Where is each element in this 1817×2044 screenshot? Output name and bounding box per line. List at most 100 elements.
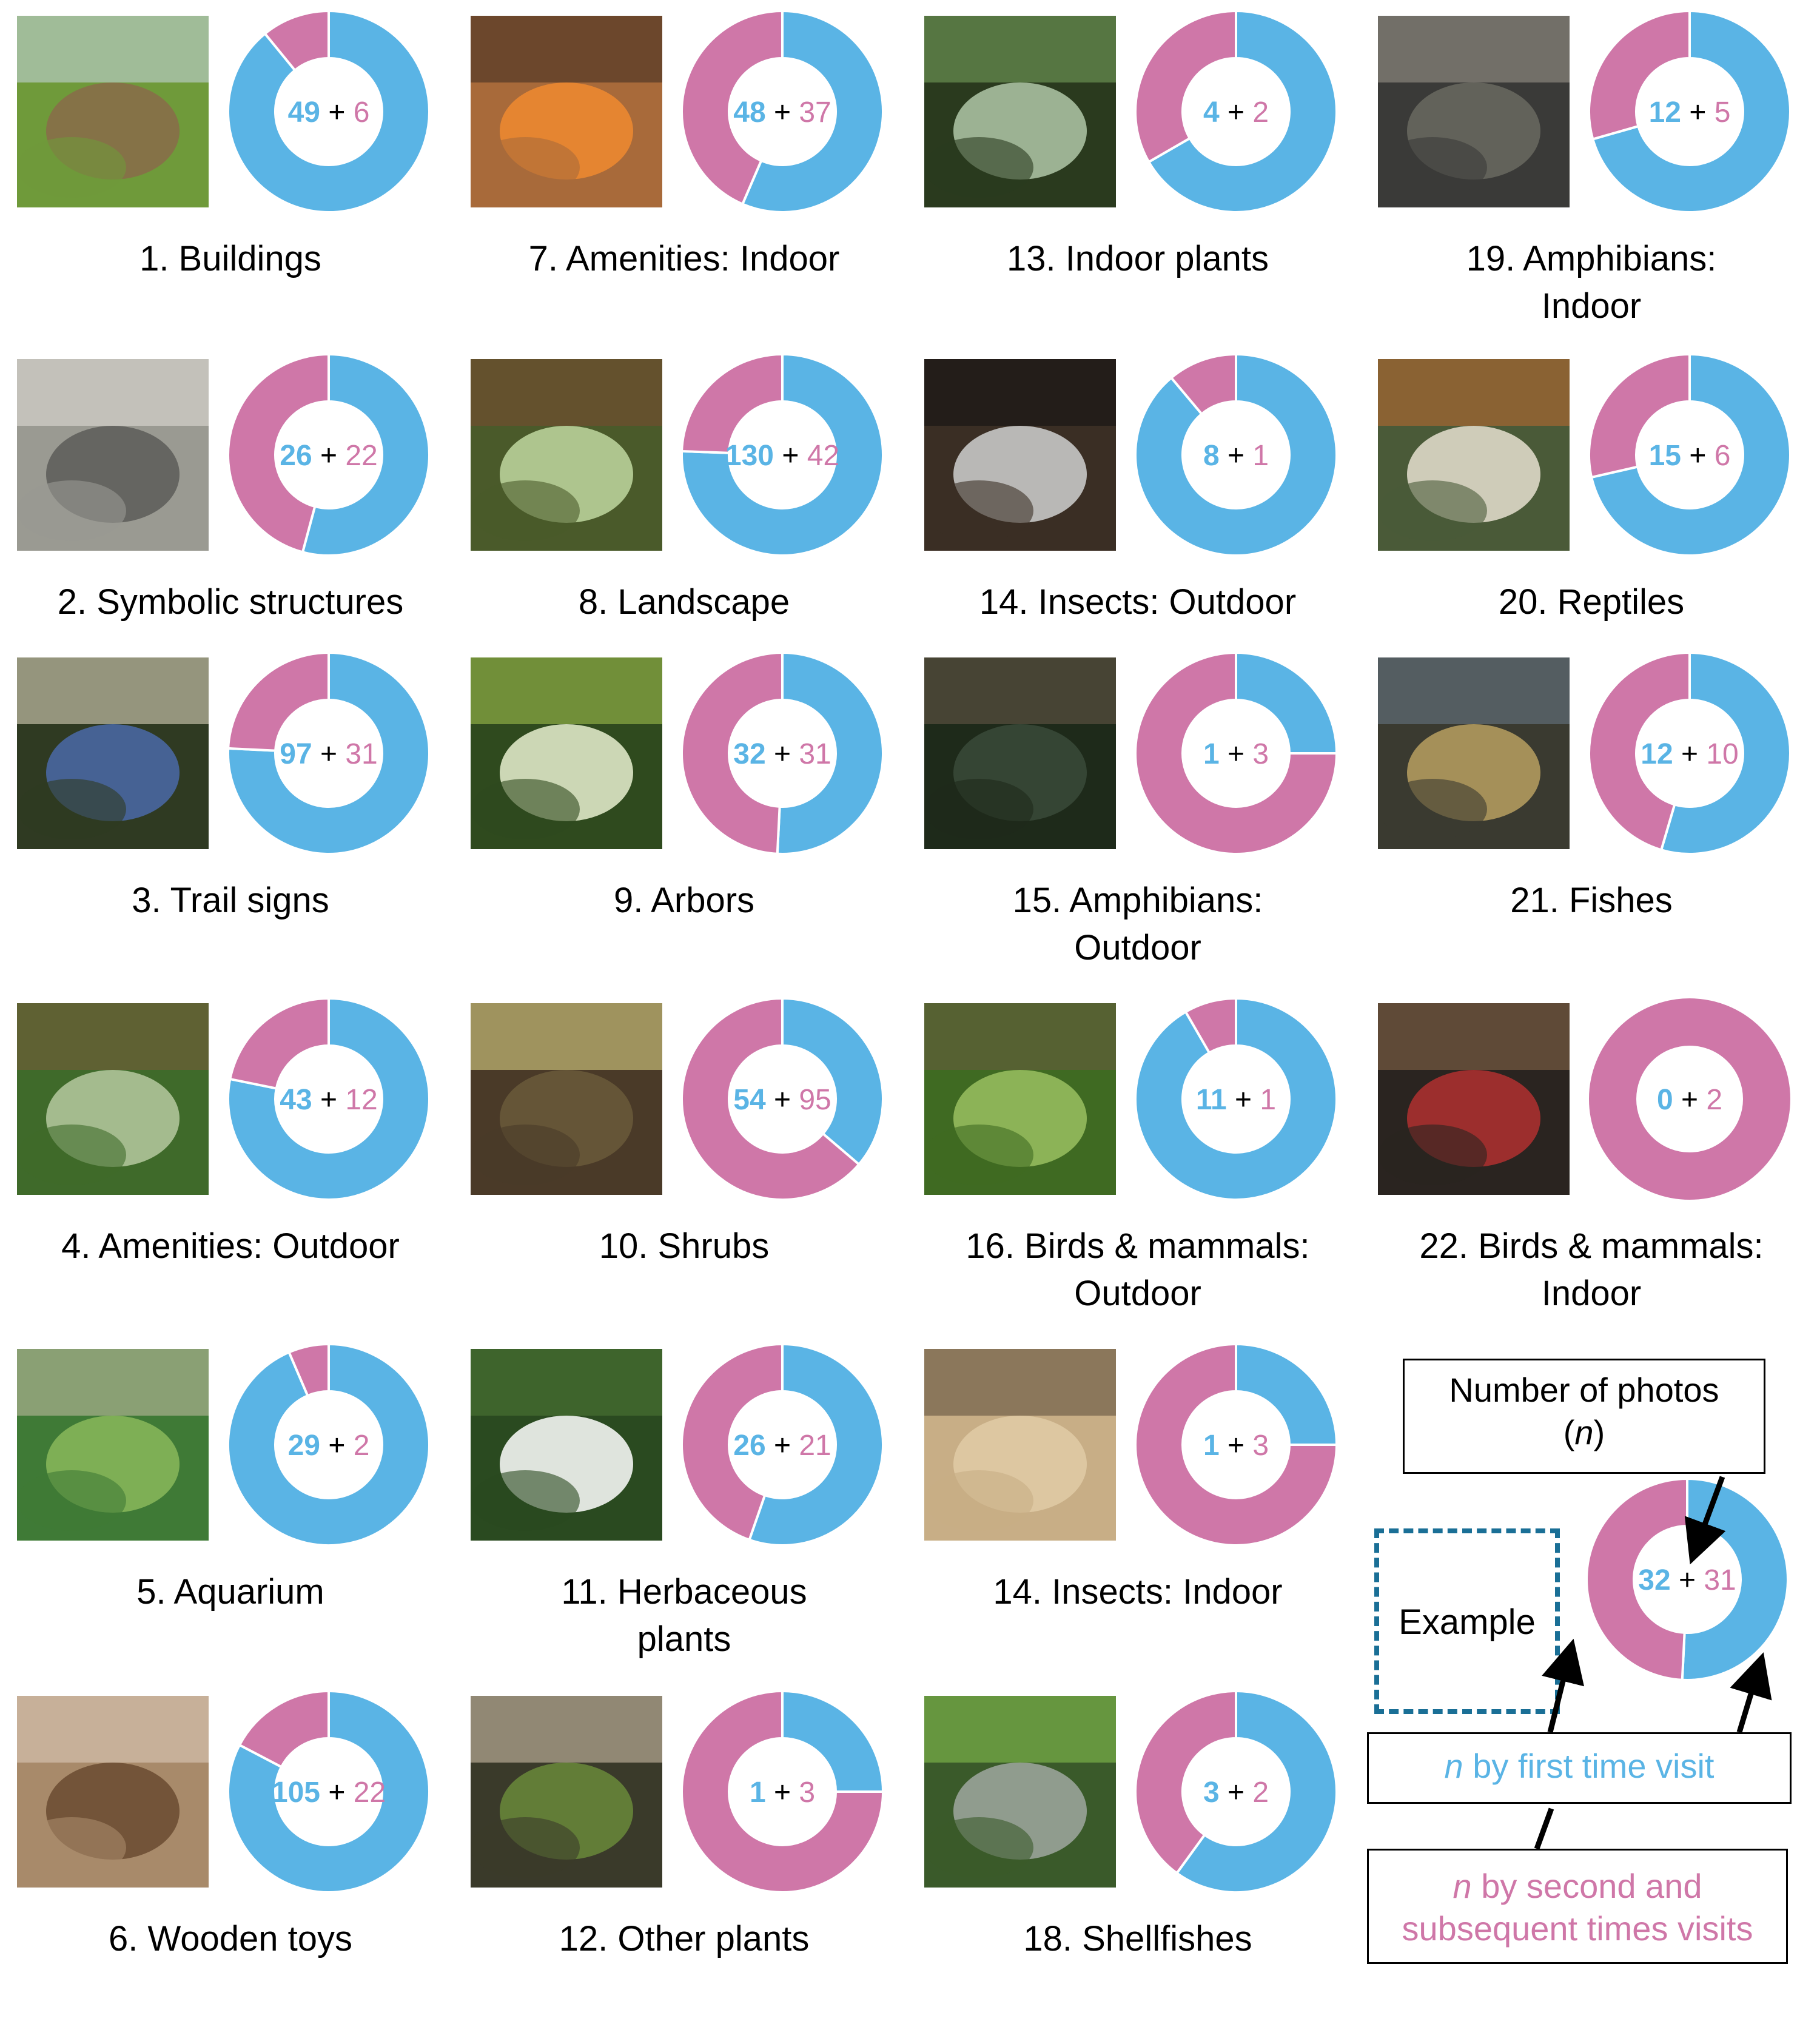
leaves-photo	[471, 657, 662, 849]
first-visit-segment	[1134, 352, 1338, 557]
first-visit-count: 1	[750, 1777, 766, 1809]
first-visit-count: 11	[1196, 1084, 1227, 1116]
subsequent-visit-segment	[238, 1689, 330, 1769]
plus-sign: +	[1220, 440, 1253, 472]
donut-chart: 1 + 3	[680, 1689, 885, 1894]
wooden-toys-photo	[17, 1696, 209, 1888]
first-visit-count: 0	[1657, 1084, 1673, 1116]
first-visit-count: 8	[1203, 440, 1220, 472]
first-visit-segment	[301, 352, 431, 557]
category-label: 11. Herbaceous plants	[561, 1572, 807, 1659]
category-label: 16. Birds & mammals: Outdoor	[966, 1226, 1310, 1313]
category-panel: 12 + 5 19. Amphibians: Indoor	[1361, 0, 1798, 364]
first-visit-count: 48	[733, 96, 765, 129]
category-label: 13. Indoor plants	[1006, 239, 1269, 278]
category-panel: 11 + 1 16. Birds & mammals: Outdoor	[907, 987, 1344, 1351]
category-panel: 15 + 6 20. Reptiles	[1361, 343, 1798, 707]
subsequent-visit-segment	[1184, 997, 1237, 1055]
first-visit-count: 12	[1649, 96, 1681, 129]
count-label: 1 + 3	[1203, 1430, 1269, 1462]
butterfly-photo	[924, 359, 1116, 551]
category-panel: 26 + 21 11. Herbaceous plants	[454, 1333, 890, 1697]
plus-sign: +	[312, 440, 346, 472]
subsequent-visit-segment	[1134, 1342, 1338, 1547]
first-visit-segment	[741, 9, 884, 213]
subsequent-visit-count: 95	[799, 1084, 831, 1116]
first-visit-segment	[227, 1342, 431, 1547]
first-visit-segment	[1235, 1342, 1338, 1446]
subsequent-visit-count: 22	[354, 1777, 386, 1809]
first-visit-segment	[1134, 997, 1338, 1201]
first-visit-count: 26	[733, 1430, 765, 1462]
pavilion-photo	[17, 1003, 209, 1195]
first-visit-segment	[1591, 9, 1792, 213]
subsequent-visit-segment	[1585, 1477, 1688, 1681]
category-panel: 105 + 22 6. Wooden toys	[0, 1680, 437, 2044]
subsequent-visit-count: 22	[345, 440, 377, 472]
first-visit-count: 1	[1203, 738, 1220, 770]
plus-sign: +	[766, 1777, 799, 1809]
count-label: 8 + 1	[1203, 440, 1269, 472]
subsequent-visit-count: 3	[1252, 1430, 1269, 1462]
subsequent-visit-count: 3	[1252, 738, 1269, 770]
first-visit-segment	[680, 352, 884, 557]
count-label: 4 + 2	[1203, 96, 1269, 129]
example-label: Example	[1399, 1602, 1536, 1642]
donut-chart: 130 + 42	[680, 352, 884, 557]
donut-chart: 97 + 31	[227, 651, 431, 855]
count-label: 12 + 10	[1641, 738, 1738, 770]
subsequent-visit-box: n by second and subsequent times visits	[1367, 1849, 1788, 1964]
category-panel: 97 + 31 3. Trail signs	[0, 642, 437, 1006]
category-label: 3. Trail signs	[132, 881, 329, 920]
plus-sign: +	[766, 1084, 799, 1116]
subsequent-visit-segment	[263, 9, 330, 72]
first-visit-segment	[227, 9, 431, 213]
category-label: 19. Amphibians: Indoor	[1466, 239, 1717, 326]
first-visit-count: 32	[1638, 1564, 1670, 1596]
newt-photo	[1378, 359, 1570, 551]
subsequent-visit-count: 2	[354, 1430, 370, 1462]
donut-chart: 105 + 22	[227, 1689, 431, 1894]
subsequent-visit-count: 5	[1715, 96, 1731, 129]
donut-chart: 0 + 2	[1589, 998, 1790, 1200]
plus-sign: +	[1220, 738, 1253, 770]
plus-sign: +	[312, 738, 346, 770]
donut-chart: 12 + 10	[1588, 651, 1792, 855]
subsequent-visit-segment	[1134, 1689, 1237, 1875]
herb-photo	[471, 1349, 662, 1541]
category-panel: 1 + 3 12. Other plants	[454, 1680, 890, 2044]
plus-sign: +	[766, 1430, 799, 1462]
plus-sign: +	[1220, 1430, 1253, 1462]
raccoon-dog-photo	[1378, 1003, 1570, 1195]
subsequent-visit-segment	[1134, 9, 1237, 164]
category-panel: 8 + 1 14. Insects: Outdoor	[907, 343, 1344, 707]
subsequent-visit-segment	[680, 651, 784, 855]
category-label: 5. Aquarium	[136, 1572, 324, 1612]
category-panel: 3 + 2 18. Shellfishes	[907, 1680, 1344, 2044]
first-visit-count: 15	[1649, 440, 1681, 472]
first-visit-count: 1	[1203, 1430, 1220, 1462]
arrow-to-number	[1684, 1476, 1726, 1565]
donut-chart: 29 + 2	[227, 1342, 431, 1547]
first-visit-segment	[748, 1342, 884, 1547]
count-label: 12 + 5	[1649, 96, 1731, 129]
forest-path-photo	[471, 359, 662, 551]
n-symbol-label: (n)	[1563, 1413, 1605, 1451]
donut-chart: 43 + 12	[227, 997, 431, 1201]
donut-chart: 8 + 1	[1134, 352, 1338, 557]
category-panel: 1 + 3 14. Insects: Indoor	[907, 1333, 1344, 1697]
subsequent-visit-count: 31	[1704, 1564, 1736, 1596]
first-visit-count: 29	[288, 1430, 320, 1462]
first-visit-count: 12	[1641, 738, 1673, 770]
count-label: 1 + 3	[750, 1777, 815, 1809]
category-panel: 48 + 37 7. Amenities: Indoor	[454, 0, 890, 364]
subsequent-visit-segment	[1169, 352, 1237, 416]
subsequent-visit-count: 3	[799, 1777, 815, 1809]
category-panel: 4 + 2 13. Indoor plants	[907, 0, 1344, 364]
subsequent-visit-count: 37	[799, 96, 831, 129]
donut-chart: 4 + 2	[1134, 9, 1338, 213]
category-panel: 32 + 31 9. Arbors	[454, 642, 890, 1006]
subsequent-visit-segment	[680, 1689, 885, 1894]
category-label: 2. Symbolic structures	[57, 582, 404, 622]
subsequent-visit-segment	[680, 9, 784, 206]
